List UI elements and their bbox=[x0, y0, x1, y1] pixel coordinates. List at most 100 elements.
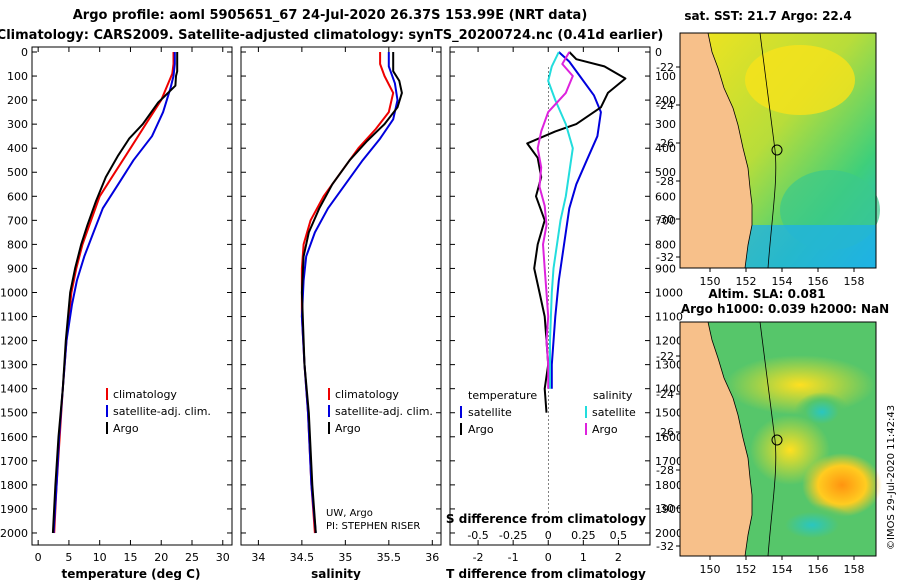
x-tick-label: 5 bbox=[65, 551, 72, 564]
depth-tick-label-right: 400 bbox=[655, 142, 676, 155]
x-tick-label: 0 bbox=[545, 551, 552, 564]
x-tick-label: 1 bbox=[580, 551, 587, 564]
x-tick-label: -1 bbox=[508, 551, 519, 564]
argo-location-marker bbox=[771, 144, 783, 156]
x-tick-label: 2 bbox=[615, 551, 622, 564]
salinity-plot: 34 34.5 35 35.5 36 bbox=[251, 47, 439, 564]
depth-tick-label: 500 bbox=[7, 166, 28, 179]
x-tick-label: 34.5 bbox=[290, 551, 315, 564]
depth-tick-label: 2000 bbox=[0, 527, 28, 540]
depth-tick-label-right: 1000 bbox=[655, 286, 683, 299]
sla-map-title-line2: Argo h1000: 0.039 h2000: NaN bbox=[681, 302, 889, 316]
depth-tick-label-right: 1800 bbox=[655, 479, 683, 492]
lon-tick-label: 156 bbox=[808, 275, 829, 288]
sla-map-frame bbox=[679, 321, 877, 557]
legend-label-s-argo: Argo bbox=[592, 423, 618, 436]
depth-tick-label-right: 900 bbox=[655, 262, 676, 275]
depth-tick-label-right: 0 bbox=[655, 46, 662, 59]
difference-legend: temperature salinity satellite Argo sate… bbox=[460, 389, 636, 436]
figure-title-line1: Argo profile: aoml 5905651_67 24-Jul-202… bbox=[73, 8, 588, 23]
series-line-s-satellite bbox=[547, 51, 574, 389]
sla-cyan-eddy-2 bbox=[767, 503, 857, 547]
depth-tick-label-right: 1300 bbox=[655, 359, 683, 372]
legend-label-t-argo: Argo bbox=[468, 423, 494, 436]
sla-coastline-land bbox=[679, 321, 753, 557]
depth-tick-label: 400 bbox=[7, 142, 28, 155]
s-difference-ticks: -0.5 -0.25 0 0.25 0.5 bbox=[467, 529, 627, 542]
lon-tick-label: 152 bbox=[736, 563, 757, 576]
imos-credit: ©IMOS 29-Jul-2020 11:42:43 bbox=[886, 405, 897, 550]
depth-tick-label: 1300 bbox=[0, 359, 28, 372]
salinity-legend: climatology satellite-adj. clim. Argo bbox=[328, 388, 433, 435]
s-tick-label: 0.25 bbox=[571, 529, 596, 542]
sst-warm-patch bbox=[745, 45, 855, 115]
depth-tick-label-right: 100 bbox=[655, 70, 676, 83]
legend-title-salinity: salinity bbox=[593, 389, 633, 402]
lat-tick-label: -28 bbox=[656, 175, 674, 188]
depth-tick-label-right: 700 bbox=[655, 214, 676, 227]
depth-tick-label-right: 1700 bbox=[655, 455, 683, 468]
difference-xlabel: T difference from climatology bbox=[446, 567, 646, 580]
lon-tick-label: 154 bbox=[772, 563, 793, 576]
salinity-annotation-source: UW, Argo bbox=[326, 508, 373, 519]
lat-tick-label: -30 bbox=[656, 502, 674, 515]
depth-tick-label-right: 1100 bbox=[655, 311, 683, 324]
x-tick-label: 25 bbox=[185, 551, 199, 564]
depth-tick-label: 200 bbox=[7, 94, 28, 107]
sst-coastline-land bbox=[679, 32, 753, 269]
depth-tick-label-right: 500 bbox=[655, 166, 676, 179]
salinity-annotation-pi: PI: STEPHEN RISER bbox=[326, 521, 420, 532]
sst-cold-band bbox=[730, 225, 876, 268]
legend-label-argo: Argo bbox=[113, 422, 139, 435]
legend-label-argo: Argo bbox=[335, 422, 361, 435]
lat-tick-label: -32 bbox=[656, 540, 674, 553]
legend-label-satellite: satellite-adj. clim. bbox=[335, 405, 433, 418]
lat-tick-label: -32 bbox=[656, 251, 674, 264]
lon-tick-label: 158 bbox=[844, 563, 865, 576]
sst-map-frame bbox=[679, 32, 877, 269]
lat-tick-label: -30 bbox=[656, 213, 674, 226]
sla-map-title-line1: Altim. SLA: 0.081 bbox=[708, 287, 825, 301]
lat-tick-label: -26 bbox=[656, 137, 674, 150]
x-tick-label: 0 bbox=[35, 551, 42, 564]
depth-tick-label: 1700 bbox=[0, 455, 28, 468]
x-tick-label: 15 bbox=[123, 551, 137, 564]
lon-tick-label: 150 bbox=[700, 275, 721, 288]
lat-tick-label: -24 bbox=[656, 99, 674, 112]
lat-tick-label: -26 bbox=[656, 426, 674, 439]
depth-tick-label-right: 600 bbox=[655, 190, 676, 203]
s-tick-label: -0.5 bbox=[467, 529, 488, 542]
depth-tick-label: 1400 bbox=[0, 383, 28, 396]
depth-tick-label: 1600 bbox=[0, 431, 28, 444]
depth-tick-label: 600 bbox=[7, 190, 28, 203]
x-tick-label: 10 bbox=[93, 551, 107, 564]
s-tick-label: 0 bbox=[545, 529, 552, 542]
series-line-argo bbox=[51, 52, 179, 534]
depth-tick-label-right: 800 bbox=[655, 238, 676, 251]
lon-tick-label: 154 bbox=[772, 275, 793, 288]
legend-label-s-satellite: satellite bbox=[592, 406, 636, 419]
depth-tick-label: 800 bbox=[7, 238, 28, 251]
lon-tick-label: 152 bbox=[736, 275, 757, 288]
figure-title-line2: Climatology: CARS2009. Satellite-adjuste… bbox=[0, 28, 663, 43]
legend-label-climatology: climatology bbox=[113, 388, 177, 401]
series-line-s-argo bbox=[536, 51, 574, 389]
depth-tick-label: 1100 bbox=[0, 311, 28, 324]
x-tick-label: 20 bbox=[154, 551, 168, 564]
lon-tick-label: 158 bbox=[844, 275, 865, 288]
sst-map-ticks: 150 152 154 156 158 -22 -24 -26 -28 -30 -32 bbox=[656, 61, 864, 288]
x-tick-label: 35.5 bbox=[377, 551, 402, 564]
depth-tick-label-right: 1900 bbox=[655, 503, 683, 516]
sla-warm-eddy bbox=[802, 453, 882, 517]
sla-map bbox=[679, 321, 882, 557]
lat-tick-label: -28 bbox=[656, 464, 674, 477]
lat-tick-label: -22 bbox=[656, 350, 674, 363]
salinity-panel-frame bbox=[240, 46, 442, 546]
series-line-climatology bbox=[300, 52, 395, 534]
temperature-panel-frame bbox=[31, 46, 233, 546]
lon-tick-label: 156 bbox=[808, 563, 829, 576]
s-tick-label: 0.5 bbox=[610, 529, 628, 542]
lon-tick-label: 150 bbox=[700, 563, 721, 576]
series-line-t-argo bbox=[526, 51, 627, 413]
